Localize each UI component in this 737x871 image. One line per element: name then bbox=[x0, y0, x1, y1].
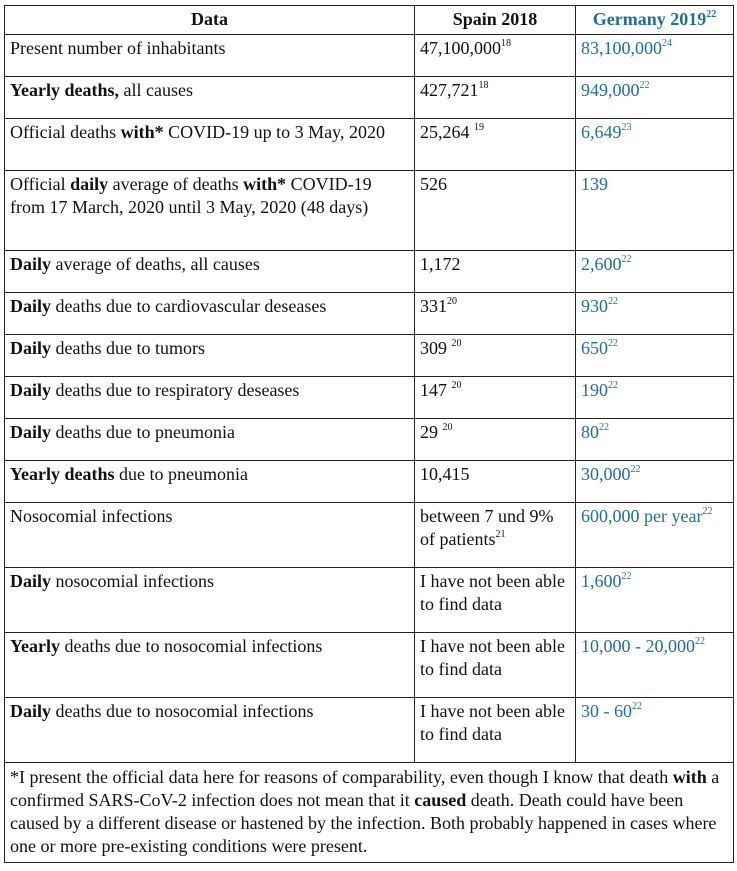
germany-value: 19022 bbox=[575, 376, 734, 419]
germany-value: 2,60022 bbox=[575, 250, 734, 293]
table-row: Daily deaths due to tumors 309 20 65022 bbox=[4, 334, 734, 377]
spain-value: 25,264 19 bbox=[414, 118, 576, 171]
row-label: Daily average of deaths, all causes bbox=[4, 250, 415, 293]
spain-value: 29 20 bbox=[414, 418, 576, 461]
table-row: Present number of inhabitants 47,100,000… bbox=[4, 34, 734, 77]
table-row: Yearly deaths, all causes 427,72118 949,… bbox=[4, 76, 734, 119]
row-label: Daily deaths due to nosocomial infection… bbox=[4, 697, 415, 763]
header-row: Data Spain 2018 Germany 201922 bbox=[4, 5, 734, 35]
row-label: Official daily average of deaths with* C… bbox=[4, 170, 415, 251]
table-row: Daily deaths due to pneumonia 29 20 8022 bbox=[4, 418, 734, 461]
row-label: Nosocomial infections bbox=[4, 502, 415, 568]
table-row: Daily deaths due to respiratory deseases… bbox=[4, 376, 734, 419]
header-data: Data bbox=[4, 5, 415, 35]
germany-value: 600,000 per year22 bbox=[575, 502, 734, 568]
spain-value: 427,72118 bbox=[414, 76, 576, 119]
spain-value: 526 bbox=[414, 170, 576, 251]
footnote: *I present the official data here for re… bbox=[4, 762, 734, 863]
spain-value: I have not been able to find data bbox=[414, 697, 576, 763]
germany-value: 139 bbox=[575, 170, 734, 251]
row-label: Daily deaths due to respiratory deseases bbox=[4, 376, 415, 419]
spain-value: 309 20 bbox=[414, 334, 576, 377]
germany-value: 10,000 - 20,00022 bbox=[575, 632, 734, 698]
header-spain: Spain 2018 bbox=[414, 5, 576, 35]
row-label: Present number of inhabitants bbox=[4, 34, 415, 77]
table-row: Daily nosocomial infections I have not b… bbox=[4, 567, 734, 633]
table-row: Daily deaths due to nosocomial infection… bbox=[4, 697, 734, 763]
row-label: Yearly deaths, all causes bbox=[4, 76, 415, 119]
header-germany: Germany 201922 bbox=[575, 5, 734, 35]
row-label: Yearly deaths due to pneumonia bbox=[4, 460, 415, 503]
row-label: Daily deaths due to tumors bbox=[4, 334, 415, 377]
data-table: Data Spain 2018 Germany 201922 Present n… bbox=[4, 5, 734, 863]
footnote-row: *I present the official data here for re… bbox=[4, 762, 734, 863]
germany-value: 93022 bbox=[575, 292, 734, 335]
germany-value: 1,60022 bbox=[575, 567, 734, 633]
table-row: Official deaths with* COVID-19 up to 3 M… bbox=[4, 118, 734, 171]
row-label: Official deaths with* COVID-19 up to 3 M… bbox=[4, 118, 415, 171]
germany-value: 8022 bbox=[575, 418, 734, 461]
table-row: Daily deaths due to cardiovascular desea… bbox=[4, 292, 734, 335]
spain-value: 147 20 bbox=[414, 376, 576, 419]
table-row: Official daily average of deaths with* C… bbox=[4, 170, 734, 251]
table-row: Yearly deaths due to nosocomial infectio… bbox=[4, 632, 734, 698]
spain-value: I have not been able to find data bbox=[414, 567, 576, 633]
spain-value: 10,415 bbox=[414, 460, 576, 503]
table-row: Daily average of deaths, all causes 1,17… bbox=[4, 250, 734, 293]
header-germany-ref: 22 bbox=[706, 9, 717, 20]
germany-value: 83,100,00024 bbox=[575, 34, 734, 77]
spain-value: 33120 bbox=[414, 292, 576, 335]
spain-value: 1,172 bbox=[414, 250, 576, 293]
spain-value: between 7 und 9% of patients21 bbox=[414, 502, 576, 568]
spain-value: I have not been able to find data bbox=[414, 632, 576, 698]
row-label: Daily deaths due to pneumonia bbox=[4, 418, 415, 461]
germany-value: 949,00022 bbox=[575, 76, 734, 119]
table-row: Yearly deaths due to pneumonia 10,415 30… bbox=[4, 460, 734, 503]
row-label: Daily deaths due to cardiovascular desea… bbox=[4, 292, 415, 335]
table-row: Nosocomial infections between 7 und 9% o… bbox=[4, 502, 734, 568]
germany-value: 30 - 6022 bbox=[575, 697, 734, 763]
row-label: Yearly deaths due to nosocomial infectio… bbox=[4, 632, 415, 698]
germany-value: 6,64923 bbox=[575, 118, 734, 171]
germany-value: 30,00022 bbox=[575, 460, 734, 503]
row-label: Daily nosocomial infections bbox=[4, 567, 415, 633]
germany-value: 65022 bbox=[575, 334, 734, 377]
spain-value: 47,100,00018 bbox=[414, 34, 576, 77]
